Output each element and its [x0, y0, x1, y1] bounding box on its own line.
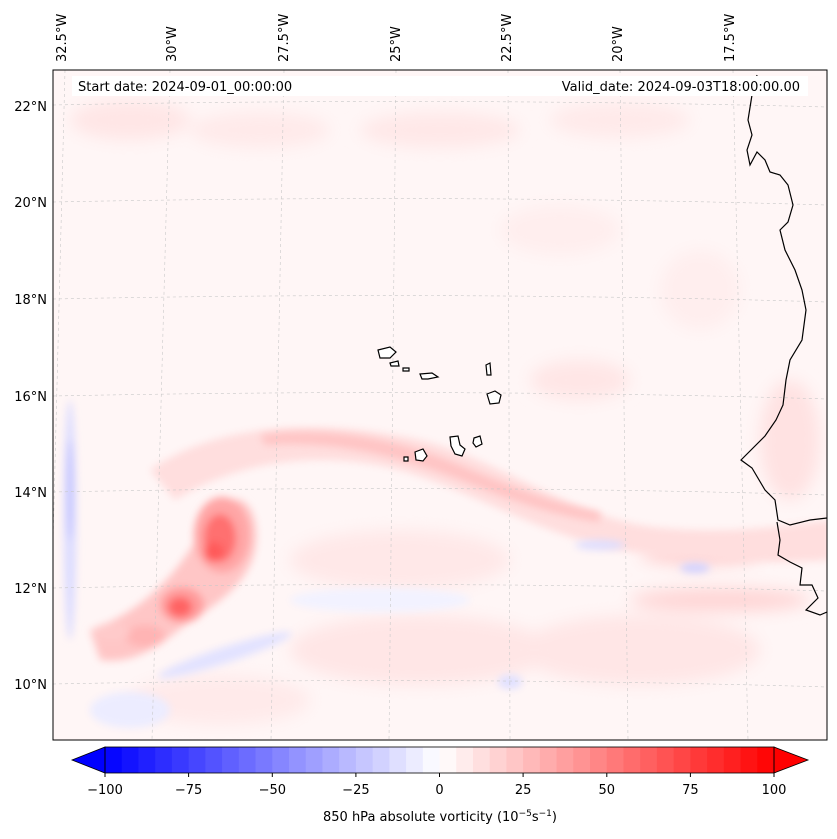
lon-tick-label: 17.5°W	[723, 14, 738, 62]
negative-patches	[64, 400, 710, 728]
lat-tick-label: 22°N	[14, 100, 47, 115]
colorbar-swatch	[606, 747, 624, 773]
colorbar-swatch	[422, 747, 441, 773]
colorbar-swatch	[138, 747, 156, 773]
colorbar-tick-label: 25	[515, 783, 532, 798]
colorbar-swatch	[255, 747, 273, 773]
lat-tick-label: 20°N	[14, 196, 47, 211]
colorbar-swatch	[171, 747, 190, 773]
colorbar-swatch	[205, 747, 223, 773]
lat-tick-label: 18°N	[14, 293, 47, 308]
colorbar-swatch	[690, 747, 708, 773]
colorbar-swatch	[188, 747, 206, 773]
colorbar-swatch	[406, 747, 424, 773]
graticule	[53, 70, 827, 740]
colorbar-swatch	[121, 747, 139, 773]
coastline-africa	[740, 74, 827, 616]
lon-tick-label: 32.5°W	[55, 14, 70, 62]
colorbar-swatch	[506, 747, 524, 773]
colorbar-swatch	[456, 747, 474, 773]
coastline-cape-verde	[377, 346, 502, 462]
lon-tick-label: 25°W	[389, 26, 404, 62]
colorbar-extend-min-arrow	[70, 746, 106, 774]
colorbar-swatch	[623, 747, 641, 773]
start-date-label: Start date: 2024-09-01_00:00:00	[78, 80, 292, 95]
lon-tick-label: 22.5°W	[500, 14, 515, 62]
longitude-axis: 32.5°W 30°W 27.5°W 25°W 22.5°W 20°W 17.5…	[55, 14, 738, 62]
colorbar-swatch	[556, 747, 574, 773]
colorbar-swatch	[355, 747, 374, 773]
colorbar-swatch	[105, 747, 123, 773]
colorbar-swatch	[439, 747, 457, 773]
colorbar-swatch	[656, 747, 675, 773]
colorbar-swatch	[523, 747, 541, 773]
lon-tick-label: 20°W	[611, 26, 626, 62]
colorbar-tick-label: −25	[342, 783, 369, 798]
colorbar-swatch	[288, 747, 307, 773]
colorbar-ticks	[104, 773, 775, 777]
vortex-core	[90, 497, 257, 661]
colorbar: −100 −75 −50 −25 0 25 50 75 100 850 hPa …	[70, 746, 810, 825]
colorbar-swatch	[707, 747, 725, 773]
colorbar-swatch	[590, 747, 608, 773]
lat-tick-label: 12°N	[14, 582, 47, 597]
colorbar-swatch	[673, 747, 691, 773]
valid-date-label: Valid_date: 2024-09-03T18:00:00.00	[562, 80, 800, 95]
colorbar-tick-label: 0	[435, 783, 443, 798]
colorbar-swatch	[723, 747, 742, 773]
lon-tick-label: 30°W	[165, 26, 180, 62]
info-box	[72, 76, 808, 96]
lat-tick-label: 14°N	[14, 486, 47, 501]
map-frame	[52, 69, 828, 741]
colorbar-swatch	[238, 747, 257, 773]
weak-positive-patches	[70, 100, 820, 725]
colorbar-swatch	[339, 747, 357, 773]
colorbar-swatch	[539, 747, 558, 773]
map-panel	[53, 70, 827, 740]
colorbar-extend-max-arrow	[773, 746, 810, 774]
colorbar-swatch	[740, 747, 758, 773]
vorticity-field	[64, 100, 827, 728]
colorbar-swatch	[305, 747, 323, 773]
colorbar-swatch	[272, 747, 290, 773]
lon-tick-label: 27.5°W	[277, 14, 292, 62]
colorbar-tick-label: −100	[87, 783, 123, 798]
colorbar-tick-label: 100	[762, 783, 787, 798]
colorbar-swatch	[389, 747, 407, 773]
latitude-axis: 22°N 20°N 18°N 16°N 14°N 12°N 10°N	[14, 100, 47, 693]
colorbar-tick-label: −75	[175, 783, 202, 798]
colorbar-swatch	[155, 747, 173, 773]
rainband	[150, 427, 827, 562]
colorbar-tick-label: 75	[682, 783, 699, 798]
colorbar-swatch	[640, 747, 658, 773]
colorbar-swatch	[573, 747, 591, 773]
colorbar-swatches	[105, 747, 775, 773]
colorbar-swatch	[472, 747, 491, 773]
colorbar-title: 850 hPa absolute vorticity (10−5s−1)	[323, 809, 557, 825]
colorbar-swatch	[372, 747, 390, 773]
colorbar-swatch	[757, 747, 775, 773]
colorbar-swatch	[322, 747, 340, 773]
colorbar-tick-label: −50	[259, 783, 286, 798]
colorbar-swatch	[222, 747, 240, 773]
colorbar-swatch	[489, 747, 507, 773]
lat-tick-label: 16°N	[14, 390, 47, 405]
lat-tick-label: 10°N	[14, 678, 47, 693]
colorbar-tick-label: 50	[599, 783, 616, 798]
